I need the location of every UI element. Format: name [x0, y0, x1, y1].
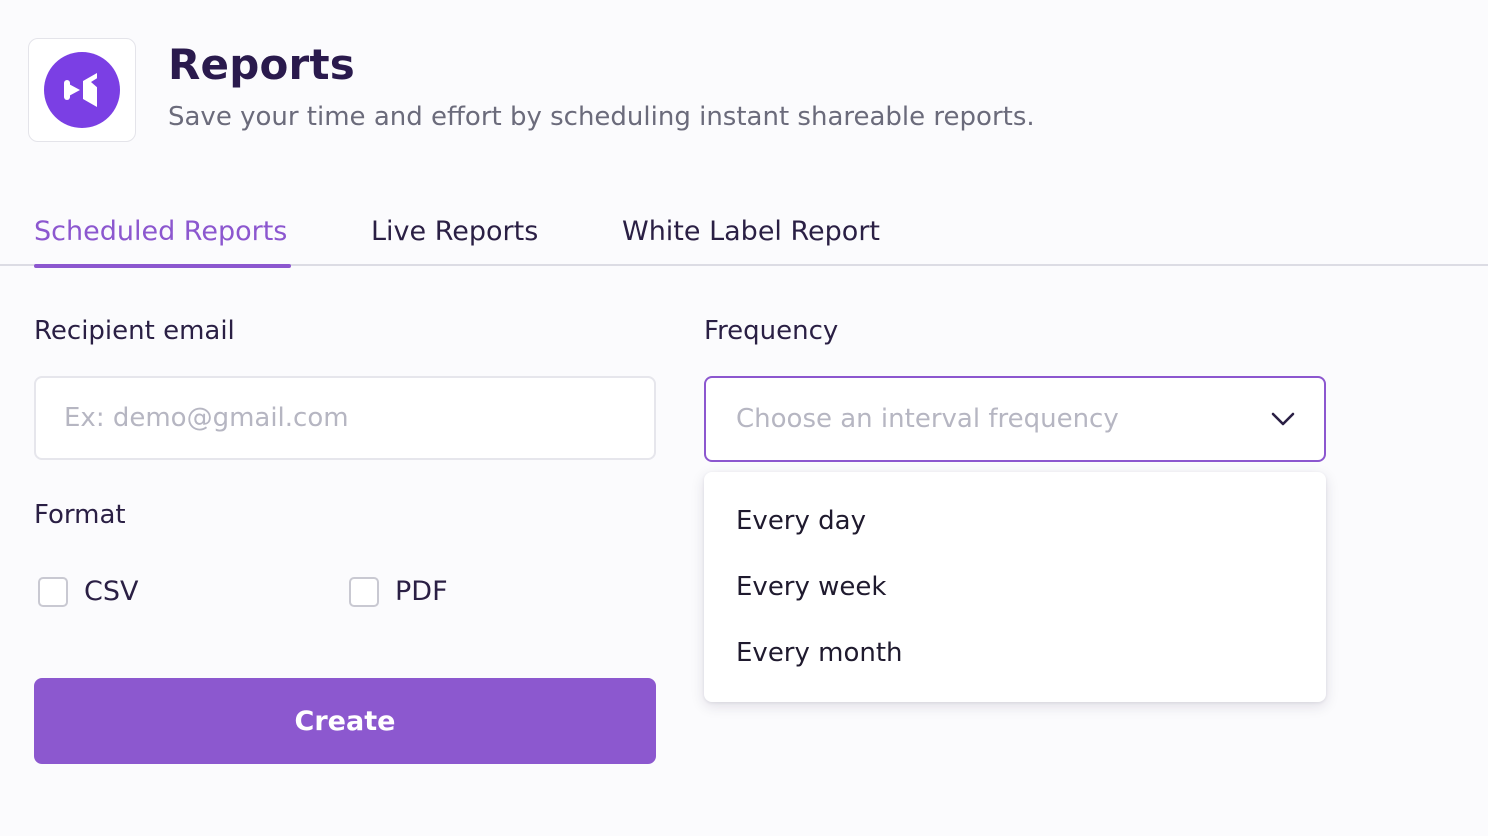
frequency-select-placeholder: Choose an interval frequency	[736, 404, 1119, 434]
logo-container	[28, 38, 136, 142]
frequency-option-every-week[interactable]: Every week	[736, 572, 887, 602]
frequency-dropdown-menu: Every day Every week Every month	[704, 472, 1326, 702]
csv-checkbox-label: CSV	[84, 576, 139, 607]
page-title: Reports	[168, 40, 355, 89]
recipient-email-label: Recipient email	[34, 316, 235, 346]
frequency-option-every-month[interactable]: Every month	[736, 638, 903, 668]
pdf-checkbox-label: PDF	[395, 576, 448, 607]
recipient-email-input[interactable]	[34, 376, 656, 460]
format-label: Format	[34, 500, 126, 530]
create-button[interactable]: Create	[34, 678, 656, 764]
format-option-pdf[interactable]: PDF	[349, 576, 448, 607]
format-option-csv[interactable]: CSV	[38, 576, 138, 607]
frequency-label: Frequency	[704, 316, 839, 346]
tab-white-label-report[interactable]: White Label Report	[622, 216, 881, 247]
tab-live-reports[interactable]: Live Reports	[371, 216, 539, 247]
csv-checkbox[interactable]	[38, 576, 68, 607]
brand-logo-icon	[44, 52, 120, 128]
report-tabs: Scheduled Reports Live Reports White Lab…	[0, 210, 1488, 268]
frequency-select[interactable]: Choose an interval frequency	[704, 376, 1326, 462]
chevron-down-icon	[1271, 412, 1295, 426]
page-subtitle: Save your time and effort by scheduling …	[168, 102, 1035, 132]
frequency-option-every-day[interactable]: Every day	[736, 506, 866, 536]
pdf-checkbox[interactable]	[349, 576, 379, 607]
tab-scheduled-reports[interactable]: Scheduled Reports	[34, 210, 291, 268]
